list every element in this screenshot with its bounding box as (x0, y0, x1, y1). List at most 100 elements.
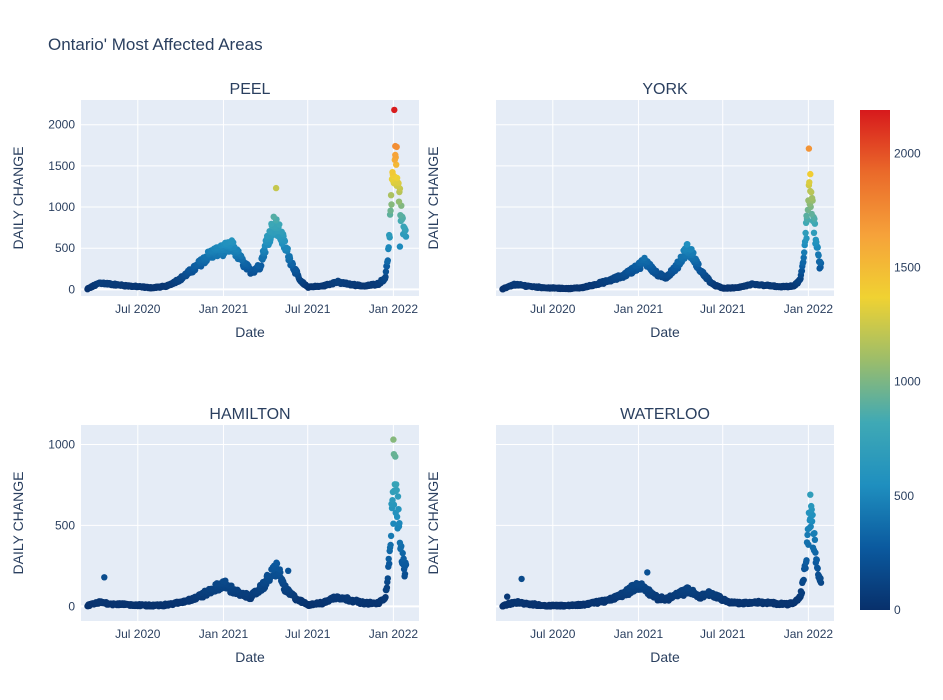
x-tick-label: Jan 2022 (784, 302, 834, 316)
x-axis-title: Date (650, 649, 680, 665)
data-point (800, 576, 807, 584)
subplot-title: PEEL (230, 81, 271, 98)
subplot-york: Jul 2020 Jan 2021 Jul 2021 Jan 2022 YORK Date… (425, 81, 834, 340)
data-point (96, 598, 103, 605)
data-point (385, 555, 392, 563)
data-point (273, 559, 280, 566)
y-tick-label: 0 (68, 599, 75, 613)
marker-series (499, 145, 825, 293)
data-point (511, 280, 518, 287)
data-point (162, 600, 169, 607)
data-point (558, 601, 565, 609)
data-point (351, 280, 358, 288)
data-point (383, 584, 391, 591)
data-point (514, 598, 522, 605)
data-point (535, 283, 542, 290)
data-point (800, 254, 807, 261)
data-point (549, 601, 556, 608)
data-point (390, 436, 397, 443)
y-axis-title: DAILY CHANGE (425, 472, 441, 575)
data-point (748, 280, 756, 287)
data-point (382, 268, 390, 275)
data-point (353, 596, 360, 603)
data-point (391, 481, 398, 488)
data-point (809, 544, 817, 551)
data-point (549, 284, 556, 291)
data-point (384, 257, 391, 264)
colorbar-tick-label: 0 (894, 603, 901, 617)
y-tick-label: 1000 (48, 437, 75, 451)
x-tick-label: Jul 2021 (285, 627, 331, 641)
data-point (811, 530, 818, 537)
data-point (770, 598, 777, 606)
data-point (804, 531, 811, 539)
data-point (806, 179, 813, 186)
data-point (393, 161, 400, 168)
data-point (401, 570, 409, 578)
colorbar-tick-label: 2000 (894, 146, 921, 160)
y-tick-label: 0 (68, 282, 75, 296)
data-point (285, 567, 292, 574)
data-point (684, 584, 691, 591)
y-tick-label: 1500 (48, 159, 75, 173)
colorbar-tick-label: 1000 (894, 375, 921, 389)
data-point (382, 273, 389, 281)
data-point (504, 593, 511, 600)
data-point (136, 601, 143, 608)
data-point (803, 539, 811, 546)
data-point (684, 241, 691, 248)
x-axis-title: Date (650, 324, 680, 340)
data-point (391, 106, 398, 114)
data-point (286, 253, 293, 260)
subplot-title: YORK (642, 81, 688, 98)
data-point (641, 254, 648, 262)
data-point (811, 536, 819, 543)
marker-series (499, 491, 825, 610)
data-point (333, 593, 341, 600)
marker-series (84, 436, 410, 610)
data-point (803, 235, 810, 242)
data-point (272, 184, 280, 192)
data-point (729, 284, 736, 291)
data-point (382, 594, 389, 601)
data-point (658, 593, 665, 600)
x-tick-label: Jan 2022 (369, 627, 419, 641)
data-point (807, 491, 814, 498)
x-tick-label: Jul 2021 (700, 627, 746, 641)
data-point (805, 145, 813, 152)
y-tick-label: 1000 (48, 200, 75, 214)
data-point (798, 267, 806, 275)
data-point (705, 588, 712, 595)
data-point (312, 282, 319, 289)
data-point (764, 281, 771, 288)
data-point (394, 493, 402, 500)
data-point (396, 539, 404, 546)
data-point (400, 555, 407, 562)
data-point (815, 571, 822, 578)
data-point (396, 520, 403, 527)
data-point (387, 192, 395, 199)
x-tick-label: Jul 2020 (530, 302, 576, 316)
data-point (815, 251, 822, 258)
y-axis-title: DAILY CHANGE (425, 147, 441, 250)
colorbar: 0 500 1000 1500 2000 (860, 110, 921, 617)
data-point (387, 207, 394, 214)
data-point (644, 569, 651, 576)
data-point (387, 532, 395, 540)
x-axis-title: Date (235, 324, 265, 340)
data-point (344, 594, 351, 601)
subplot-hamilton: Jul 2020 Jan 2021 Jul 2021 Jan 2022 0 500 1000… (10, 406, 419, 665)
data-point (755, 597, 762, 605)
data-point (228, 237, 235, 244)
plot-area (496, 100, 834, 296)
data-point (797, 588, 805, 595)
data-point (384, 575, 391, 582)
x-tick-label: Jul 2021 (285, 302, 331, 316)
data-point (575, 600, 582, 608)
data-point (531, 600, 538, 607)
data-point (395, 506, 402, 513)
x-tick-label: Jan 2021 (614, 302, 664, 316)
x-tick-label: Jul 2020 (115, 302, 161, 316)
colorbar-tick-label: 500 (894, 489, 914, 503)
y-axis-title: DAILY CHANGE (10, 147, 26, 250)
